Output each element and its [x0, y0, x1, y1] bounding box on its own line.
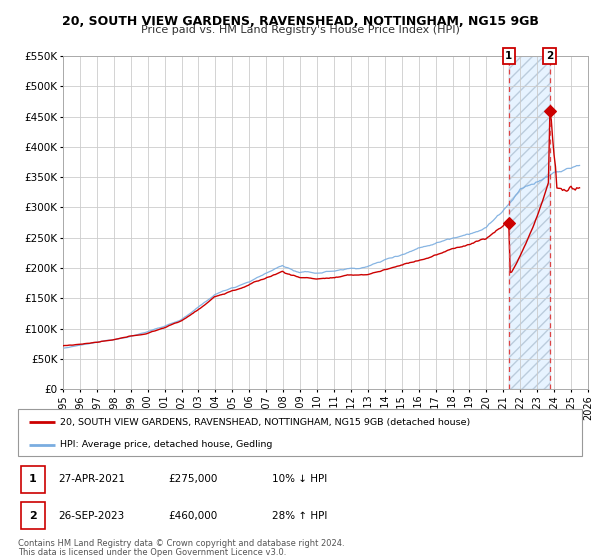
Bar — [509, 56, 550, 389]
Text: This data is licensed under the Open Government Licence v3.0.: This data is licensed under the Open Gov… — [18, 548, 286, 557]
Text: 1: 1 — [505, 51, 512, 61]
Text: 2: 2 — [29, 511, 37, 521]
Bar — [21, 502, 44, 529]
Text: £275,000: £275,000 — [168, 474, 218, 484]
Text: HPI: Average price, detached house, Gedling: HPI: Average price, detached house, Gedl… — [60, 440, 272, 449]
Text: 10% ↓ HPI: 10% ↓ HPI — [272, 474, 328, 484]
Text: 1: 1 — [29, 474, 37, 484]
Bar — [21, 466, 44, 493]
Point — [504, 218, 514, 227]
Text: 28% ↑ HPI: 28% ↑ HPI — [272, 511, 328, 521]
Text: 20, SOUTH VIEW GARDENS, RAVENSHEAD, NOTTINGHAM, NG15 9GB: 20, SOUTH VIEW GARDENS, RAVENSHEAD, NOTT… — [62, 15, 538, 28]
Text: 2: 2 — [546, 51, 553, 61]
Text: £460,000: £460,000 — [168, 511, 217, 521]
Text: Contains HM Land Registry data © Crown copyright and database right 2024.: Contains HM Land Registry data © Crown c… — [18, 539, 344, 548]
Point — [545, 106, 554, 115]
Text: 20, SOUTH VIEW GARDENS, RAVENSHEAD, NOTTINGHAM, NG15 9GB (detached house): 20, SOUTH VIEW GARDENS, RAVENSHEAD, NOTT… — [60, 418, 470, 427]
Text: Price paid vs. HM Land Registry's House Price Index (HPI): Price paid vs. HM Land Registry's House … — [140, 25, 460, 35]
Bar — [509, 56, 550, 389]
Text: 27-APR-2021: 27-APR-2021 — [58, 474, 125, 484]
Text: 26-SEP-2023: 26-SEP-2023 — [58, 511, 124, 521]
